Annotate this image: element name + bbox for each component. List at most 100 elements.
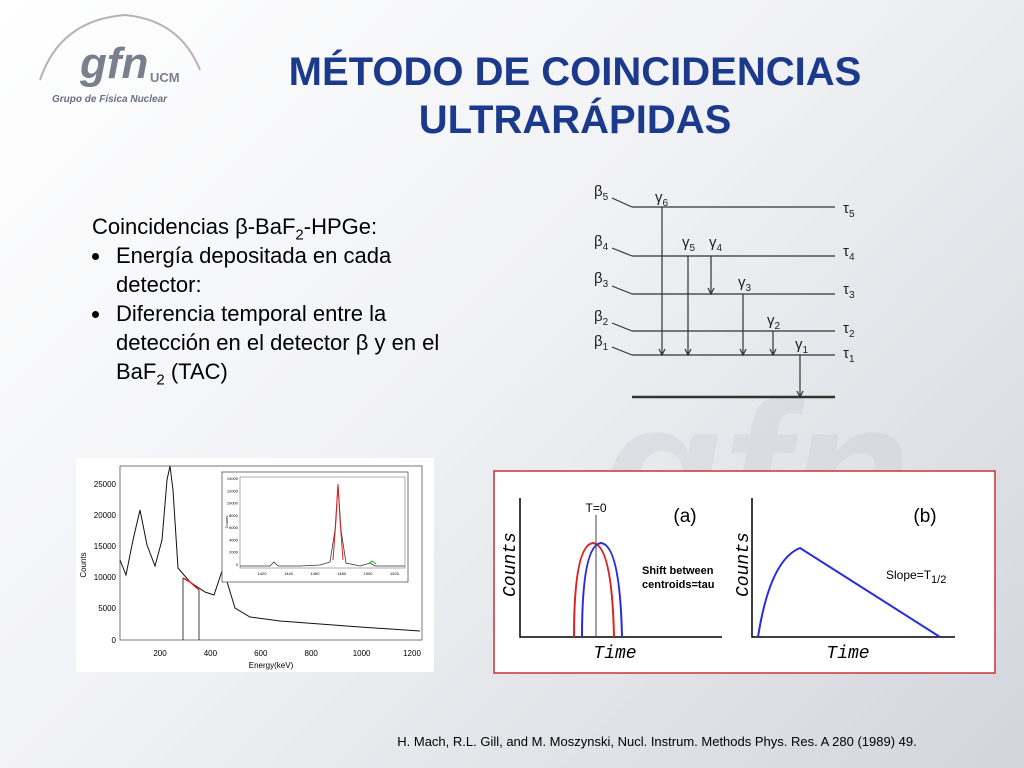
transition-lines	[661, 207, 801, 397]
logo-group: Grupo de Física Nuclear	[52, 94, 168, 105]
subscript: 4	[717, 243, 723, 254]
inset-x-tick: 1440	[284, 571, 294, 576]
subscript: 2	[156, 371, 165, 389]
level-label: τ2	[843, 320, 855, 340]
subscript: 3	[746, 283, 752, 294]
level-label: β4	[594, 233, 609, 253]
level-label: τ3	[843, 281, 855, 301]
subscript: 2	[295, 226, 304, 244]
y-tick-label: 5000	[98, 604, 116, 613]
inset-gate	[367, 560, 377, 565]
subscript: 5	[603, 192, 609, 203]
inset-x-tick: 1480	[337, 571, 347, 576]
symbol: τ	[843, 281, 849, 298]
symbol: τ	[843, 200, 849, 217]
note: Slope=T	[886, 568, 932, 582]
gate-lines	[182, 578, 200, 640]
curve-blue	[581, 541, 623, 638]
inset-x-tick: 1460	[311, 571, 321, 576]
inset-y-tick: 10000	[227, 501, 239, 506]
subscript: 5	[690, 243, 696, 254]
symbol: γ	[767, 312, 775, 329]
inset-x-tick: 1420	[258, 571, 268, 576]
t0-label: T=0	[585, 501, 606, 515]
subscript: 1	[849, 354, 855, 365]
subscript: 5	[849, 209, 855, 220]
text: Diferencia temporal entre la detección e…	[116, 301, 440, 384]
level-label: τ1	[843, 345, 855, 365]
inset-y-tick: 4000	[229, 537, 239, 542]
symbol: γ	[738, 274, 746, 291]
y-label: Counts	[734, 532, 754, 597]
curve-red	[573, 541, 615, 638]
level-label: β5	[594, 183, 609, 203]
body-text: Coincidencias β-BaF2-HPGe: Energía depos…	[92, 212, 471, 389]
x-tick-label: 1000	[353, 649, 371, 658]
logo-arc	[39, 13, 201, 81]
inset-y-label: Counts	[224, 516, 229, 529]
level-label: β3	[594, 270, 609, 290]
y-tick-label: 20000	[94, 511, 117, 520]
y-label: Counts	[501, 532, 521, 597]
symbol: τ	[843, 243, 849, 260]
symbol: β	[594, 233, 603, 250]
symbol: γ	[682, 234, 690, 251]
level-label: γ5	[682, 234, 696, 254]
text: (TAC)	[164, 359, 228, 384]
bullet: Diferencia temporal entre la detección e…	[92, 299, 471, 389]
inset-plot	[239, 476, 406, 569]
y-tick-label: 10000	[94, 573, 117, 582]
level-label: β1	[594, 333, 609, 353]
symbol: β	[594, 270, 603, 287]
x-tick-label: 400	[204, 649, 218, 658]
symbol: γ	[795, 336, 803, 353]
level-label: β2	[594, 308, 609, 328]
spectrum-frame	[119, 465, 423, 641]
y-tick-label: 15000	[94, 542, 117, 551]
text: Coincidencias β-BaF	[92, 214, 296, 239]
subscript: 2	[603, 317, 609, 328]
inset-y-tick: 8000	[229, 513, 239, 518]
y-tick-label: 25000	[94, 480, 117, 489]
subscript: 1	[803, 345, 809, 356]
level-ticks	[611, 197, 633, 356]
subscript: 2	[849, 329, 855, 340]
subscript: 1	[603, 342, 609, 353]
inset-y-tick: 14000	[227, 476, 239, 481]
title: ULTRARÁPIDAS	[419, 97, 732, 142]
y-label: Counts	[79, 552, 88, 577]
inset-y-tick: 6000	[229, 525, 239, 530]
symbol: γ	[655, 189, 663, 206]
x-tick-label: 600	[254, 649, 268, 658]
x-label: Energy(keV)	[249, 661, 294, 670]
subscript: 3	[603, 279, 609, 290]
level-label: τ4	[843, 243, 855, 263]
x-tick-label: 200	[153, 649, 167, 658]
level-scheme	[611, 197, 835, 399]
level-label: γ4	[709, 234, 723, 254]
y-tick-label: 0	[112, 636, 117, 645]
inset-y-tick: 0	[236, 562, 239, 567]
symbol: τ	[843, 345, 849, 362]
subscript: 2	[775, 321, 781, 332]
x-tick-label: 800	[305, 649, 319, 658]
note: Slope=T1/2	[886, 568, 946, 586]
level-label: γ1	[795, 336, 809, 356]
inset-peak	[332, 483, 344, 561]
logo-institution: UCM	[150, 70, 180, 85]
bullet: Energía depositada en cada detector:	[92, 241, 471, 299]
panel-marker: (b)	[913, 506, 936, 527]
note: centroids=tau	[642, 579, 714, 591]
reference: H. Mach, R.L. Gill, and M. Moszynski, Nu…	[397, 734, 916, 749]
x-tick-label: 1200	[403, 649, 421, 658]
inset-x-tick: 1520	[390, 571, 400, 576]
title: MÉTODO DE COINCIDENCIAS	[289, 49, 862, 94]
subscript: 4	[849, 252, 855, 263]
x-label: Time	[826, 644, 869, 664]
spectrum-gate	[182, 577, 200, 591]
inset-x-tick: 1500	[364, 571, 374, 576]
symbol: β	[594, 308, 603, 325]
